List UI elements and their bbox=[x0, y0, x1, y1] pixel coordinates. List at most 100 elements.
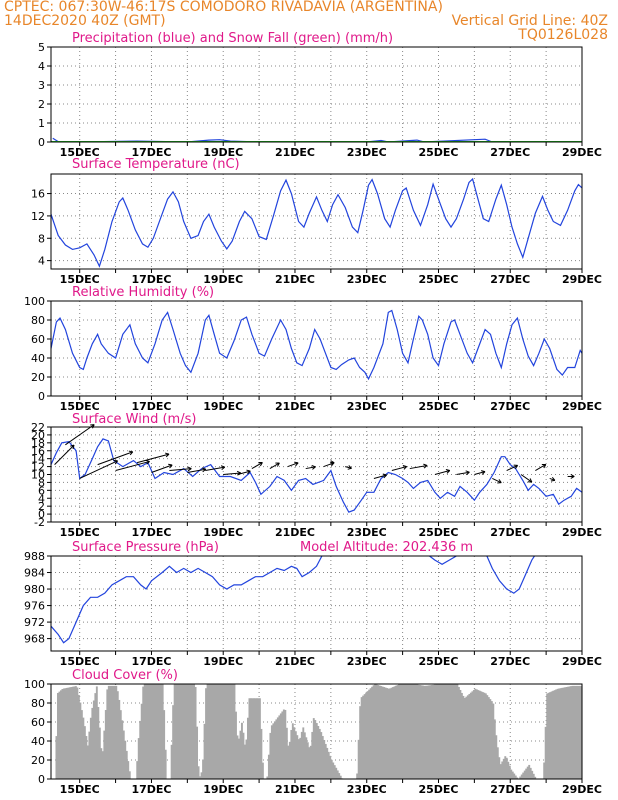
cloud-bar bbox=[97, 706, 100, 779]
cloud-bar bbox=[294, 731, 297, 779]
cloud-bar bbox=[308, 747, 311, 779]
cloud-bar bbox=[245, 739, 248, 779]
y-tick-label: 8 bbox=[38, 232, 45, 245]
pres-panel: 968 972 976 980 984 988 15DEC 17DEC 19DEC 21DEC 23… bbox=[24, 540, 602, 668]
cloud-bar bbox=[136, 761, 139, 779]
x-tick-label: 19DEC bbox=[203, 273, 243, 286]
cloud-bar bbox=[435, 684, 438, 779]
x-tick-label: 17DEC bbox=[131, 526, 171, 539]
cloud-bar bbox=[459, 689, 462, 779]
cloud-bar bbox=[172, 705, 175, 779]
cloud-bar bbox=[329, 755, 332, 779]
y-tick-label: 2 bbox=[38, 98, 45, 111]
wind-arrow bbox=[549, 476, 556, 482]
station-line: CPTEC: 067:30W-46:17S COMODORO RIVADAVIA… bbox=[4, 0, 443, 15]
y-tick-label: 976 bbox=[24, 600, 45, 613]
cloud-bar bbox=[366, 691, 369, 779]
x-tick-label: 21DEC bbox=[275, 146, 315, 159]
cloud-bar bbox=[573, 685, 576, 779]
x-tick-label: 29DEC bbox=[562, 146, 602, 159]
cloud-bar bbox=[318, 728, 321, 779]
cloud-bar bbox=[182, 684, 185, 779]
cloud-bar bbox=[441, 684, 444, 779]
cloud-bar bbox=[238, 738, 240, 779]
y-tick-label: 4 bbox=[38, 492, 45, 505]
y-tick-label: 4 bbox=[38, 60, 45, 73]
cloud-bar bbox=[324, 743, 327, 779]
cloud-bar bbox=[523, 770, 526, 779]
y-tick-label: 5 bbox=[38, 41, 45, 54]
panel-frame bbox=[50, 683, 583, 780]
cloud-bar bbox=[559, 688, 562, 779]
x-tick-label: 23DEC bbox=[347, 655, 387, 668]
x-tick-label: 25DEC bbox=[418, 400, 458, 413]
x-tick-label: 19DEC bbox=[203, 655, 243, 668]
cloud-bar bbox=[305, 737, 308, 779]
cloud-bar bbox=[478, 690, 481, 779]
cloud-bar bbox=[451, 684, 454, 779]
cloud-bar bbox=[534, 776, 537, 779]
cloud-bar bbox=[492, 703, 495, 779]
cloud-bar bbox=[374, 684, 377, 779]
cloud-bar bbox=[89, 717, 92, 779]
x-tick-label: 27DEC bbox=[490, 146, 530, 159]
cloud-bar bbox=[477, 690, 480, 779]
x-tick-label: 19DEC bbox=[203, 783, 243, 796]
cloud-bar bbox=[519, 776, 522, 779]
cloud-bar bbox=[257, 698, 260, 779]
cloud-bar bbox=[438, 684, 441, 779]
panel-frame bbox=[50, 46, 583, 143]
cloud-bar bbox=[59, 690, 62, 779]
cloud-bar bbox=[522, 772, 525, 779]
cloud-bar bbox=[86, 745, 89, 779]
cloud-bar bbox=[158, 684, 161, 779]
wind-arrow bbox=[506, 464, 519, 471]
cloud-bar bbox=[248, 698, 251, 779]
cloud-bar bbox=[211, 684, 213, 779]
cloud-bar bbox=[454, 684, 457, 779]
wind-arrow bbox=[151, 463, 173, 473]
cloud-bar bbox=[272, 723, 275, 779]
y-tick-label: 16 bbox=[31, 188, 45, 201]
cloud-bar bbox=[92, 700, 95, 779]
cloud-bar bbox=[184, 684, 187, 779]
cloud-bar bbox=[282, 709, 285, 779]
cloud-bar bbox=[471, 691, 474, 779]
cloud-bar bbox=[314, 720, 317, 779]
cloud-bar bbox=[281, 711, 284, 779]
x-tick-label: 25DEC bbox=[418, 273, 458, 286]
cloud-bar bbox=[365, 692, 368, 779]
wind-arrow bbox=[391, 465, 408, 472]
cloud-bar bbox=[480, 691, 483, 779]
cloud-bar bbox=[71, 686, 74, 779]
y-tick-label: 40 bbox=[31, 735, 45, 748]
wind-arrow bbox=[237, 469, 251, 475]
date-line: 14DEC2020 40Z (GMT) bbox=[4, 13, 166, 29]
cloud-bar bbox=[496, 747, 499, 779]
wind-arrow bbox=[169, 466, 192, 472]
cloud-bar bbox=[215, 684, 218, 779]
x-tick-label: 15DEC bbox=[60, 783, 100, 796]
cloud-bar bbox=[188, 684, 191, 779]
cloud-bar bbox=[164, 749, 167, 779]
cloud-bar bbox=[205, 688, 207, 779]
cloud-bar bbox=[570, 686, 573, 779]
cloud-bar bbox=[384, 687, 387, 779]
cloud-bar bbox=[463, 697, 466, 779]
panel-frame bbox=[50, 426, 583, 523]
cloud-bar bbox=[411, 684, 414, 779]
y-tick-label: 0 bbox=[38, 773, 45, 786]
wind-arrow bbox=[409, 463, 428, 470]
wind-arrow bbox=[474, 470, 486, 475]
model-code: TQ0126L028 bbox=[518, 27, 608, 43]
wind-arrow bbox=[136, 452, 170, 464]
cloud-bar bbox=[290, 729, 293, 779]
x-tick-label: 21DEC bbox=[275, 655, 315, 668]
x-tick-label: 29DEC bbox=[562, 526, 602, 539]
cloud-bar bbox=[469, 692, 472, 779]
cloud-bar bbox=[82, 717, 85, 779]
cloud-bar bbox=[490, 701, 493, 779]
cloud-bar bbox=[64, 688, 67, 779]
cloud-bar bbox=[579, 685, 582, 779]
cloud-bar bbox=[555, 689, 558, 779]
